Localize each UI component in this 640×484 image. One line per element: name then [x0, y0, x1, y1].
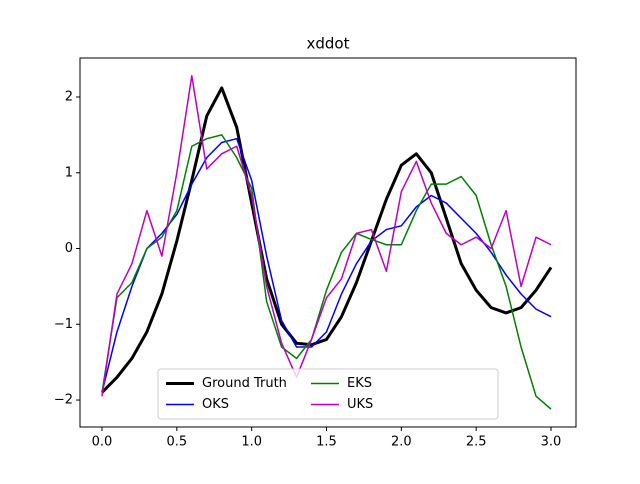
legend-label: UKS	[347, 397, 373, 412]
x-tick-label: 1.0	[241, 435, 262, 450]
x-tick-label: 3.0	[541, 435, 562, 450]
x-tick-label: 2.0	[391, 435, 412, 450]
series-line	[100, 86, 553, 394]
legend-label: EKS	[347, 376, 372, 391]
series-line	[101, 134, 552, 410]
y-tick-label: 0	[65, 241, 73, 256]
y-tick-label: 1	[65, 165, 73, 180]
x-tick-label: 0.5	[166, 435, 187, 450]
series-line	[101, 75, 552, 397]
legend-label: OKS	[202, 397, 229, 412]
y-tick-label: −1	[54, 317, 73, 332]
legend-box	[157, 368, 499, 420]
x-tick-label: 0.0	[92, 435, 113, 450]
y-tick-label: 2	[65, 90, 73, 105]
x-tick-label: 1.5	[316, 435, 337, 450]
plot-frame	[79, 57, 577, 428]
y-tick-label: −2	[54, 393, 73, 408]
series-line	[101, 137, 552, 393]
x-tick-label: 2.5	[466, 435, 487, 450]
legend-label: Ground Truth	[202, 376, 287, 391]
chart-title: xddot	[307, 35, 350, 53]
